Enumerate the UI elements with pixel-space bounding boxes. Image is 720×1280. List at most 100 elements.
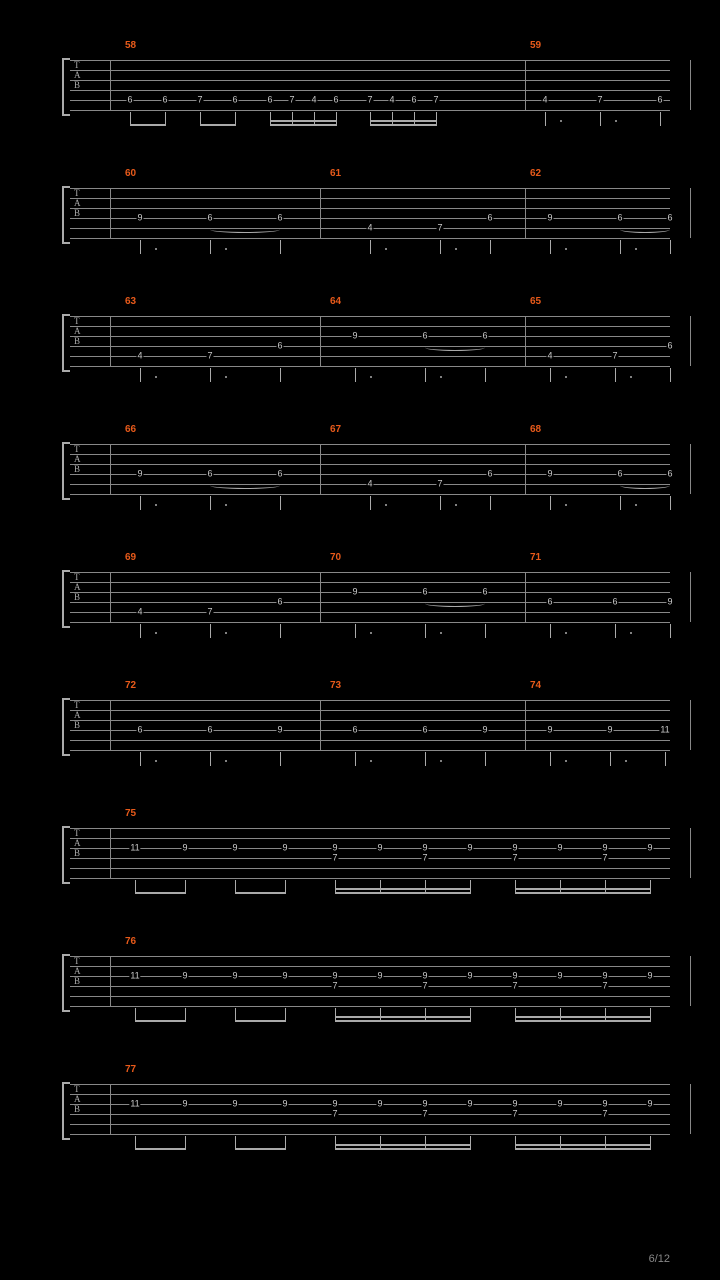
tab-system: TAB7511999979979979979 (50, 808, 670, 888)
tie (210, 226, 280, 233)
note-stem (440, 240, 441, 254)
fret-number: 9 (231, 1100, 238, 1109)
staff (70, 828, 670, 878)
fret-number: 6 (276, 342, 283, 351)
fret-number: 6 (481, 332, 488, 341)
staff-line (70, 1084, 670, 1085)
measure-number: 71 (530, 552, 541, 563)
tab-system: TAB606162966476966 (50, 168, 670, 248)
staff-line (70, 346, 670, 347)
fret-number: 6 (161, 96, 168, 105)
staff-line (70, 198, 670, 199)
note-stem (210, 496, 211, 510)
beam-secondary (270, 120, 337, 122)
fret-number: 7 (511, 1110, 518, 1119)
staff-line (70, 1094, 670, 1095)
system-bracket (62, 954, 70, 1012)
rhythm-dot (385, 248, 387, 250)
staff (70, 956, 670, 1006)
beam (515, 892, 651, 894)
barline (690, 188, 691, 238)
fret-number: 9 (136, 470, 143, 479)
tie (425, 600, 485, 607)
rhythm-dot (370, 632, 372, 634)
fret-number: 9 (556, 1100, 563, 1109)
page-number: 6/12 (649, 1253, 670, 1265)
barline (320, 572, 321, 622)
fret-number: 7 (331, 854, 338, 863)
fret-number: 9 (481, 726, 488, 735)
fret-number: 9 (376, 972, 383, 981)
fret-number: 6 (666, 214, 673, 223)
staff-line (70, 878, 670, 879)
note-stem (425, 624, 426, 638)
fret-number: 7 (196, 96, 203, 105)
note-stem (485, 368, 486, 382)
staff (70, 316, 670, 366)
fret-number: 4 (366, 480, 373, 489)
note-stem (280, 624, 281, 638)
rhythm-dot (370, 376, 372, 378)
beam (235, 1148, 286, 1150)
fret-number: 9 (646, 972, 653, 981)
fret-number: 7 (331, 982, 338, 991)
barline (320, 316, 321, 366)
fret-number: 9 (666, 598, 673, 607)
note-stem (425, 368, 426, 382)
note-stem (550, 496, 551, 510)
fret-number: 7 (611, 352, 618, 361)
barline (525, 316, 526, 366)
note-stem (550, 752, 551, 766)
staff-line (70, 366, 670, 367)
measure-number: 67 (330, 424, 341, 435)
rhythm-dot (385, 504, 387, 506)
rhythm-dot (225, 248, 227, 250)
staff-line (70, 444, 670, 445)
fret-number: 7 (601, 982, 608, 991)
fret-number: 7 (288, 96, 295, 105)
note-stem (440, 496, 441, 510)
note-stem (485, 624, 486, 638)
beam (130, 124, 166, 126)
fret-number: 6 (486, 470, 493, 479)
note-stem (140, 496, 141, 510)
fret-number: 9 (546, 470, 553, 479)
fret-number: 6 (332, 96, 339, 105)
staff-line (70, 622, 670, 623)
barline (525, 444, 526, 494)
fret-number: 6 (126, 96, 133, 105)
beam (335, 892, 471, 894)
measure-number: 73 (330, 680, 341, 691)
fret-number: 6 (616, 470, 623, 479)
fret-number: 9 (606, 726, 613, 735)
staff-line (70, 356, 670, 357)
measure-number: 60 (125, 168, 136, 179)
fret-number: 6 (266, 96, 273, 105)
fret-number: 9 (181, 844, 188, 853)
note-stem (550, 240, 551, 254)
staff-line (70, 1114, 670, 1115)
fret-number: 9 (351, 588, 358, 597)
rhythm-dot (155, 760, 157, 762)
staff-line (70, 858, 670, 859)
note-stem (545, 112, 546, 126)
fret-number: 9 (276, 726, 283, 735)
staff-line (70, 730, 670, 731)
staff-line (70, 70, 670, 71)
staff-line (70, 582, 670, 583)
beam-secondary (515, 888, 651, 890)
fret-number: 7 (436, 480, 443, 489)
staff-line (70, 996, 670, 997)
fret-number: 4 (136, 608, 143, 617)
tab-system: TAB636465476966476 (50, 296, 670, 376)
rhythm-dot (155, 632, 157, 634)
staff-line (70, 700, 670, 701)
fret-number: 9 (376, 844, 383, 853)
rhythm-dot (565, 760, 567, 762)
staff-line (70, 956, 670, 957)
barline (690, 1084, 691, 1134)
beam (235, 1020, 286, 1022)
measure-number: 70 (330, 552, 341, 563)
note-stem (355, 624, 356, 638)
staff-line (70, 602, 670, 603)
